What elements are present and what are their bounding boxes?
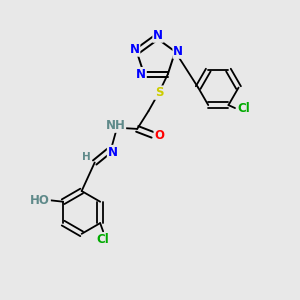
Text: HO: HO: [30, 194, 50, 207]
Text: N: N: [136, 68, 146, 81]
Text: N: N: [153, 29, 163, 42]
Text: S: S: [155, 86, 163, 99]
Text: Cl: Cl: [237, 102, 250, 115]
Text: Cl: Cl: [97, 233, 110, 246]
Text: NH: NH: [106, 119, 125, 132]
Text: N: N: [130, 43, 140, 56]
Text: H: H: [82, 152, 91, 162]
Text: N: N: [173, 45, 183, 58]
Text: N: N: [107, 146, 118, 159]
Text: O: O: [154, 129, 164, 142]
